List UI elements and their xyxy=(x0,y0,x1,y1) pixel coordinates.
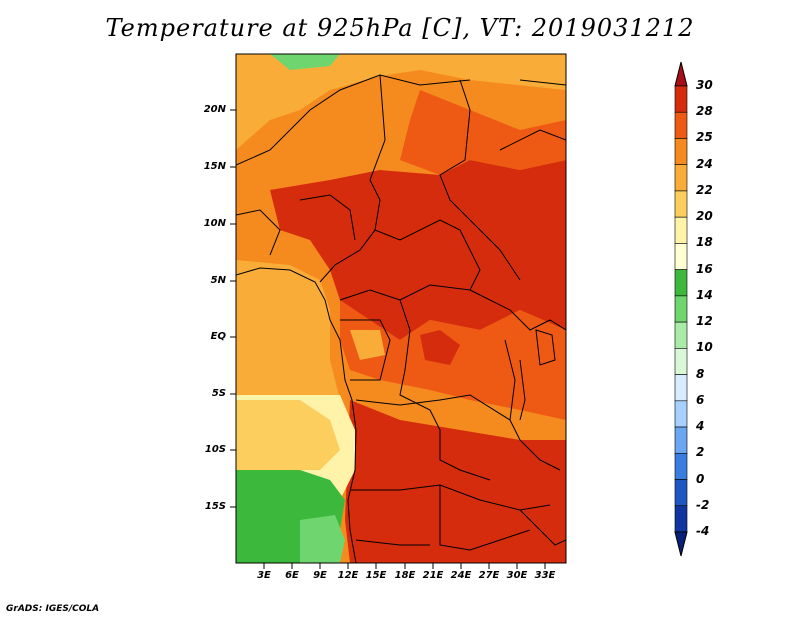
credit-text: GrADS: IGES/COLA xyxy=(6,604,100,614)
colorbar-swatch xyxy=(674,452,688,480)
temperature-field xyxy=(236,54,566,563)
lat-label-5n: 5N xyxy=(210,275,226,286)
colorbar-label: 28 xyxy=(696,104,713,119)
colorbar-swatch xyxy=(674,426,688,454)
colorbar-label: 2 xyxy=(696,445,705,460)
colorbar-label: 22 xyxy=(696,182,713,197)
lat-label-5s: 5S xyxy=(211,388,226,399)
colorbar-swatch xyxy=(674,400,688,428)
lat-label-20n: 20N xyxy=(203,104,226,115)
colorbar-label: 4 xyxy=(696,419,705,434)
colorbar-swatch xyxy=(674,85,688,113)
map-frame xyxy=(235,53,567,564)
colorbar-label: 0 xyxy=(696,471,705,486)
colorbar-swatch xyxy=(674,295,688,323)
lon-label-15e: 15E xyxy=(365,570,387,581)
lon-label-27e: 27E xyxy=(478,570,500,581)
lon-label-21e: 21E xyxy=(422,570,444,581)
colorbar-swatch xyxy=(674,505,688,533)
lat-label-eq: EQ xyxy=(210,331,226,342)
lon-ticks xyxy=(263,563,546,569)
lon-label-18e: 18E xyxy=(394,570,416,581)
lon-label-24e: 24E xyxy=(450,570,472,581)
colorbar-swatch xyxy=(674,164,688,192)
lon-label-6e: 6E xyxy=(285,570,299,581)
colorbar xyxy=(674,61,688,557)
colorbar-label: 10 xyxy=(696,340,713,355)
colorbar-swatch xyxy=(674,374,688,402)
country-borders xyxy=(236,74,566,563)
colorbar-bottom-arrow xyxy=(674,531,688,557)
colorbar-label: 12 xyxy=(696,314,713,329)
colorbar-label: 20 xyxy=(696,209,713,224)
lon-label-3e: 3E xyxy=(257,570,271,581)
colorbar-swatch xyxy=(674,479,688,507)
colorbar-label: 14 xyxy=(696,287,713,302)
lon-label-30e: 30E xyxy=(506,570,528,581)
colorbar-swatch xyxy=(674,111,688,139)
colorbar-label: -2 xyxy=(696,497,710,512)
lon-label-33e: 33E xyxy=(534,570,556,581)
lat-label-15s: 15S xyxy=(204,501,226,512)
colorbar-label: 30 xyxy=(696,78,713,92)
colorbar-label: 8 xyxy=(696,366,705,381)
lat-ticks xyxy=(230,109,236,508)
colorbar-swatch xyxy=(674,348,688,375)
colorbar-top-arrow xyxy=(674,61,688,87)
lat-label-15n: 15N xyxy=(203,161,226,172)
colorbar-label: -4 xyxy=(696,524,710,538)
colorbar-swatch xyxy=(674,321,688,349)
lon-label-12e: 12E xyxy=(337,570,359,581)
colorbar-label: 25 xyxy=(696,130,713,145)
colorbar-swatch xyxy=(674,269,688,297)
colorbar-label: 16 xyxy=(696,261,713,276)
colorbar-swatch xyxy=(674,243,688,270)
colorbar-swatch xyxy=(674,138,688,166)
colorbar-swatch xyxy=(674,216,688,244)
lon-label-9e: 9E xyxy=(313,570,327,581)
map-title: Temperature at 925hPa [C], VT: 201903121… xyxy=(105,14,695,42)
colorbar-label: 6 xyxy=(696,392,705,407)
colorbar-swatch xyxy=(674,190,688,218)
lat-label-10s: 10S xyxy=(204,444,226,455)
colorbar-label: 24 xyxy=(696,156,713,171)
lat-label-10n: 10N xyxy=(203,218,226,229)
colorbar-label: 18 xyxy=(696,235,713,250)
